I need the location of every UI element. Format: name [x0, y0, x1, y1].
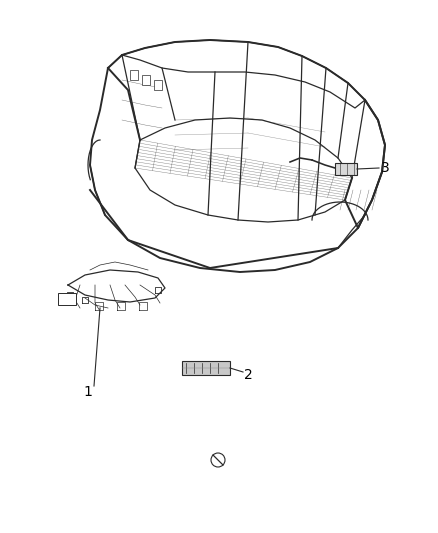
Text: 3: 3 [381, 161, 389, 175]
Bar [130, 70, 138, 80]
Bar [154, 80, 162, 90]
Bar [335, 163, 357, 175]
Bar [142, 75, 150, 85]
Bar [58, 293, 76, 305]
Text: 1: 1 [84, 385, 92, 399]
Text: 2: 2 [244, 368, 252, 382]
Bar [182, 361, 230, 375]
